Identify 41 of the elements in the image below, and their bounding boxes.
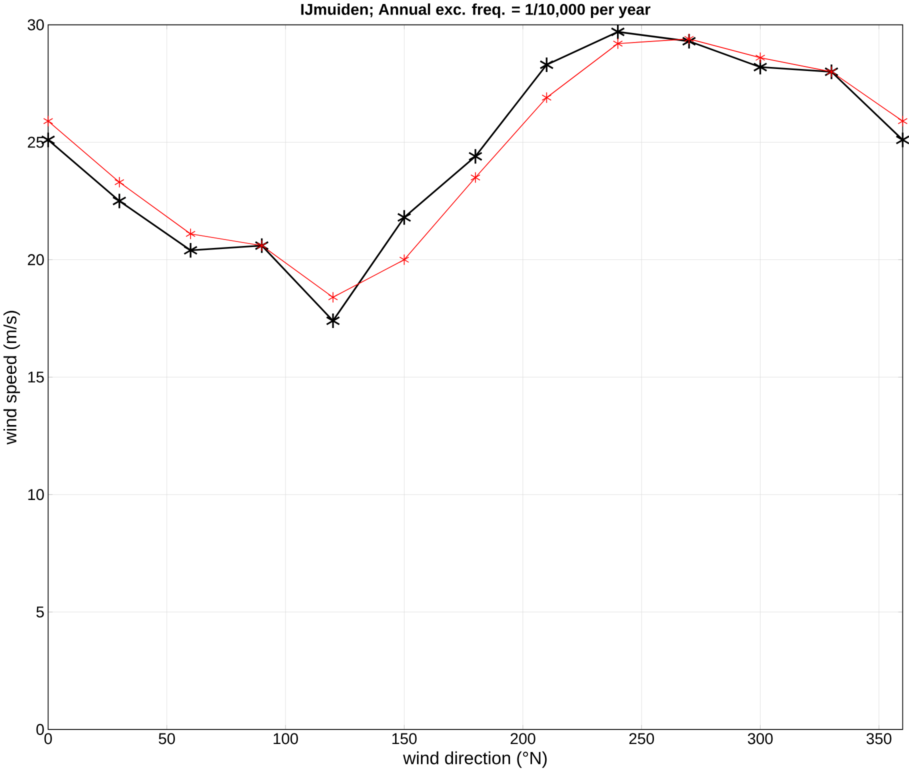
point (328, 292, 338, 303)
point (539, 56, 554, 73)
y-tick-label: 15 (28, 372, 44, 382)
point (183, 242, 198, 258)
point (896, 132, 909, 148)
point (114, 176, 124, 188)
y-tick-label: 10 (28, 488, 44, 500)
x-tick-label: 300 (748, 733, 773, 744)
point (397, 209, 412, 226)
point (254, 237, 269, 254)
y-tick-label: 20 (28, 254, 44, 266)
point (684, 33, 694, 44)
point (753, 58, 768, 76)
x-tick-label: 150 (392, 733, 417, 744)
point (43, 115, 54, 127)
point (612, 38, 623, 50)
point (399, 254, 410, 266)
point (186, 228, 196, 240)
y-tick-label: 0 (36, 724, 44, 735)
point (256, 240, 267, 252)
point (468, 148, 483, 164)
y-tick-label: 30 (28, 19, 44, 30)
x-tick-label: 50 (158, 733, 175, 744)
point (326, 312, 340, 329)
y-axis-title: wind speed (m/s) (3, 310, 20, 444)
point (755, 52, 766, 64)
point (610, 24, 625, 40)
point (470, 172, 480, 183)
point (112, 192, 127, 209)
y-tick-label: 25 (28, 136, 44, 148)
point (682, 33, 696, 50)
chart-title: IJmuiden; Annual exc. freq. = 1/10,000 per year (301, 3, 650, 18)
x-tick-label: 200 (510, 733, 536, 744)
y-tick-label: 5 (36, 606, 44, 618)
x-tick-label: 0 (44, 733, 52, 744)
x-tick-label: 350 (866, 733, 892, 744)
point (898, 115, 908, 127)
x-tick-label: 100 (274, 733, 298, 744)
x-axis-title: wind direction (°N) (403, 751, 547, 768)
point (542, 92, 552, 104)
x-tick-label: 250 (629, 733, 654, 744)
